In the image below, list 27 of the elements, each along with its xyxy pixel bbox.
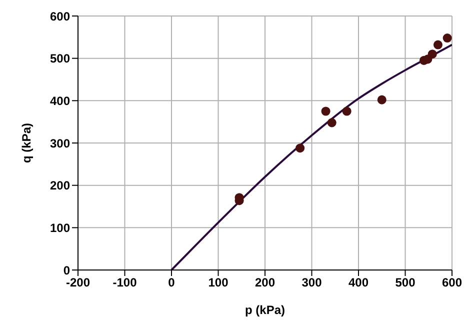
x-tick-label: -100 (112, 276, 138, 290)
x-axis-title: p (kPa) (244, 303, 286, 317)
point (433, 40, 442, 50)
x-tick-label: -200 (66, 276, 90, 290)
x-tick-label: 300 (302, 276, 322, 290)
y-tick-label: 100 (50, 220, 70, 235)
point (327, 118, 336, 128)
x-tick-label: 600 (442, 276, 462, 290)
y-tick-label: 0 (63, 263, 70, 278)
y-tick-label: 600 (50, 9, 70, 24)
point (442, 34, 452, 43)
point (377, 95, 386, 104)
y-tick-label: 400 (50, 94, 70, 108)
x-tick-label: 200 (254, 276, 276, 290)
y-tick-label: 200 (50, 178, 70, 193)
y-axis-title: q (kPa) (19, 122, 34, 164)
y-tick-label: 500 (50, 52, 70, 66)
y-tick-label: 300 (50, 136, 70, 150)
x-tick-label: 0 (168, 276, 176, 290)
x-tick-label: 400 (348, 276, 369, 290)
x-tick-label: 100 (208, 276, 229, 290)
x-tick-label: 500 (395, 276, 416, 290)
point (321, 106, 330, 116)
line-series (170, 44, 452, 270)
point (296, 144, 305, 153)
point (428, 50, 437, 59)
point (342, 106, 352, 116)
